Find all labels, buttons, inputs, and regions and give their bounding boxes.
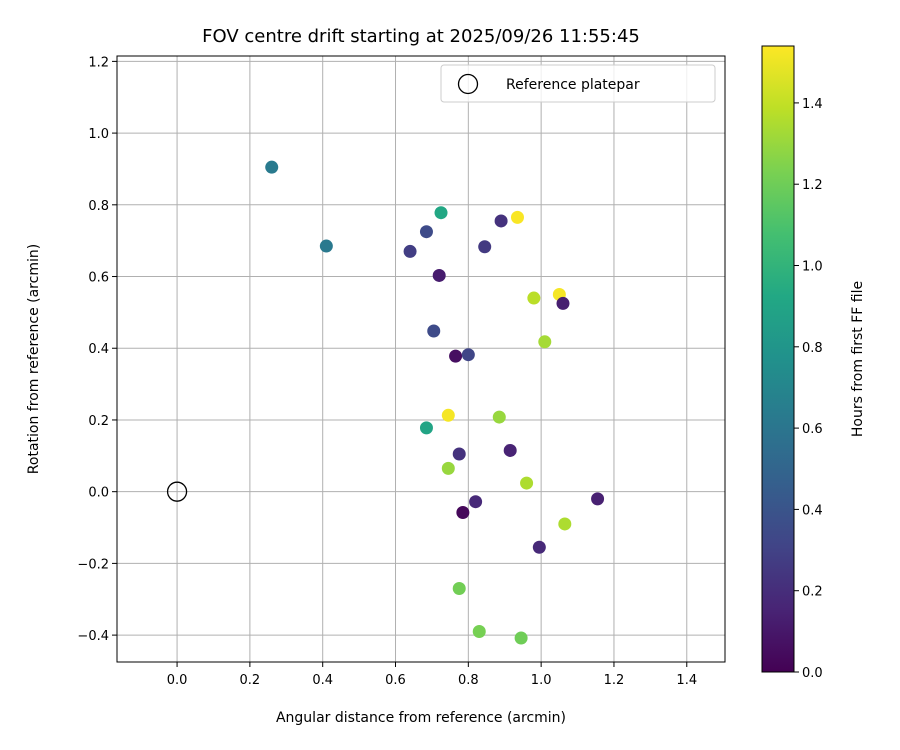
scatter-point: [510, 210, 524, 224]
scatter-point: [520, 476, 534, 490]
scatter-point: [503, 443, 517, 457]
scatter-point: [319, 239, 333, 253]
colorbar-ticks: 0.0 0.2 0.4 0.6 0.8 1.0 1.2 1.4: [794, 97, 823, 681]
colorbar-tick-label: 0.2: [802, 585, 823, 600]
scatter-point: [469, 495, 483, 509]
y-tick-label: 0.4: [88, 342, 109, 357]
scatter-point: [558, 517, 572, 531]
scatter-point: [434, 206, 448, 220]
scatter-point: [478, 240, 492, 254]
scatter-point: [427, 324, 441, 338]
colorbar-tick-label: 0.0: [802, 666, 823, 681]
colorbar-gradient: [761, 45, 795, 673]
chart-title: FOV centre drift starting at 2025/09/26 …: [202, 26, 640, 47]
x-tick-label: 1.0: [531, 673, 552, 688]
scatter-point: [492, 410, 506, 424]
scatter-point: [456, 505, 470, 519]
y-axis-ticks: −0.4 −0.2 0.0 0.2 0.4 0.6 0.8 1.0 1.2: [77, 55, 117, 644]
colorbar-tick-label: 0.4: [802, 503, 823, 518]
scatter-point: [419, 421, 433, 435]
scatter-point: [432, 268, 446, 282]
colorbar-tick-label: 1.2: [802, 178, 823, 193]
scatter-point: [494, 214, 508, 228]
x-tick-label: 0.2: [240, 673, 261, 688]
colorbar-tick-label: 0.8: [802, 341, 823, 356]
legend-entry-reference: Reference platepar: [506, 77, 640, 93]
y-axis-label: Rotation from reference (arcmin): [26, 244, 42, 474]
legend-box: [440, 64, 716, 103]
x-axis-ticks: 0.0 0.2 0.4 0.6 0.8 1.0 1.2 1.4: [167, 662, 697, 688]
y-tick-label: 0.8: [88, 199, 109, 214]
scatter-point: [556, 296, 570, 310]
x-tick-label: 0.0: [167, 673, 188, 688]
colorbar-label: Hours from first FF file: [850, 281, 866, 437]
scatter-point: [452, 581, 466, 595]
y-tick-label: 0.2: [88, 414, 109, 429]
x-tick-label: 1.4: [676, 673, 697, 688]
scatter-point: [265, 160, 279, 174]
colorbar-tick-label: 1.4: [802, 97, 823, 112]
scatter-point: [452, 447, 466, 461]
scatter-point: [449, 349, 463, 363]
legend: Reference platepar: [440, 64, 716, 103]
y-tick-label: 1.0: [88, 127, 109, 142]
y-tick-label: 0.6: [88, 271, 109, 286]
plot-area-frame: [116, 55, 726, 663]
scatter-point: [527, 291, 541, 305]
y-tick-label: 1.2: [88, 55, 109, 70]
scatter-point: [472, 625, 486, 639]
grid: [117, 56, 725, 662]
scatter-point: [591, 492, 605, 506]
scatter-point: [441, 461, 455, 475]
scatter-point: [532, 540, 546, 554]
colorbar: 0.0 0.2 0.4 0.6 0.8 1.0 1.2 1.4 Hours from firs…: [761, 45, 866, 681]
x-tick-label: 0.4: [312, 673, 333, 688]
reference-platepar-marker: [166, 481, 188, 502]
colorbar-tick-label: 0.6: [802, 422, 823, 437]
colorbar-tick-label: 1.0: [802, 260, 823, 275]
x-tick-label: 1.2: [604, 673, 625, 688]
scatter-point: [538, 335, 552, 349]
legend-reference-marker: [457, 73, 479, 95]
y-tick-label: 0.0: [88, 486, 109, 501]
y-tick-label: −0.4: [77, 629, 109, 644]
scatter-point: [403, 244, 417, 258]
scatter-point: [514, 631, 528, 645]
x-tick-label: 0.6: [385, 673, 406, 688]
y-tick-label: −0.2: [77, 557, 109, 572]
scatter-points: [166, 160, 605, 645]
scatter-point: [441, 408, 455, 422]
x-axis-label: Angular distance from reference (arcmin): [276, 710, 566, 726]
scatter-point: [419, 225, 433, 239]
x-tick-label: 0.8: [458, 673, 479, 688]
scatter-point: [461, 348, 475, 362]
